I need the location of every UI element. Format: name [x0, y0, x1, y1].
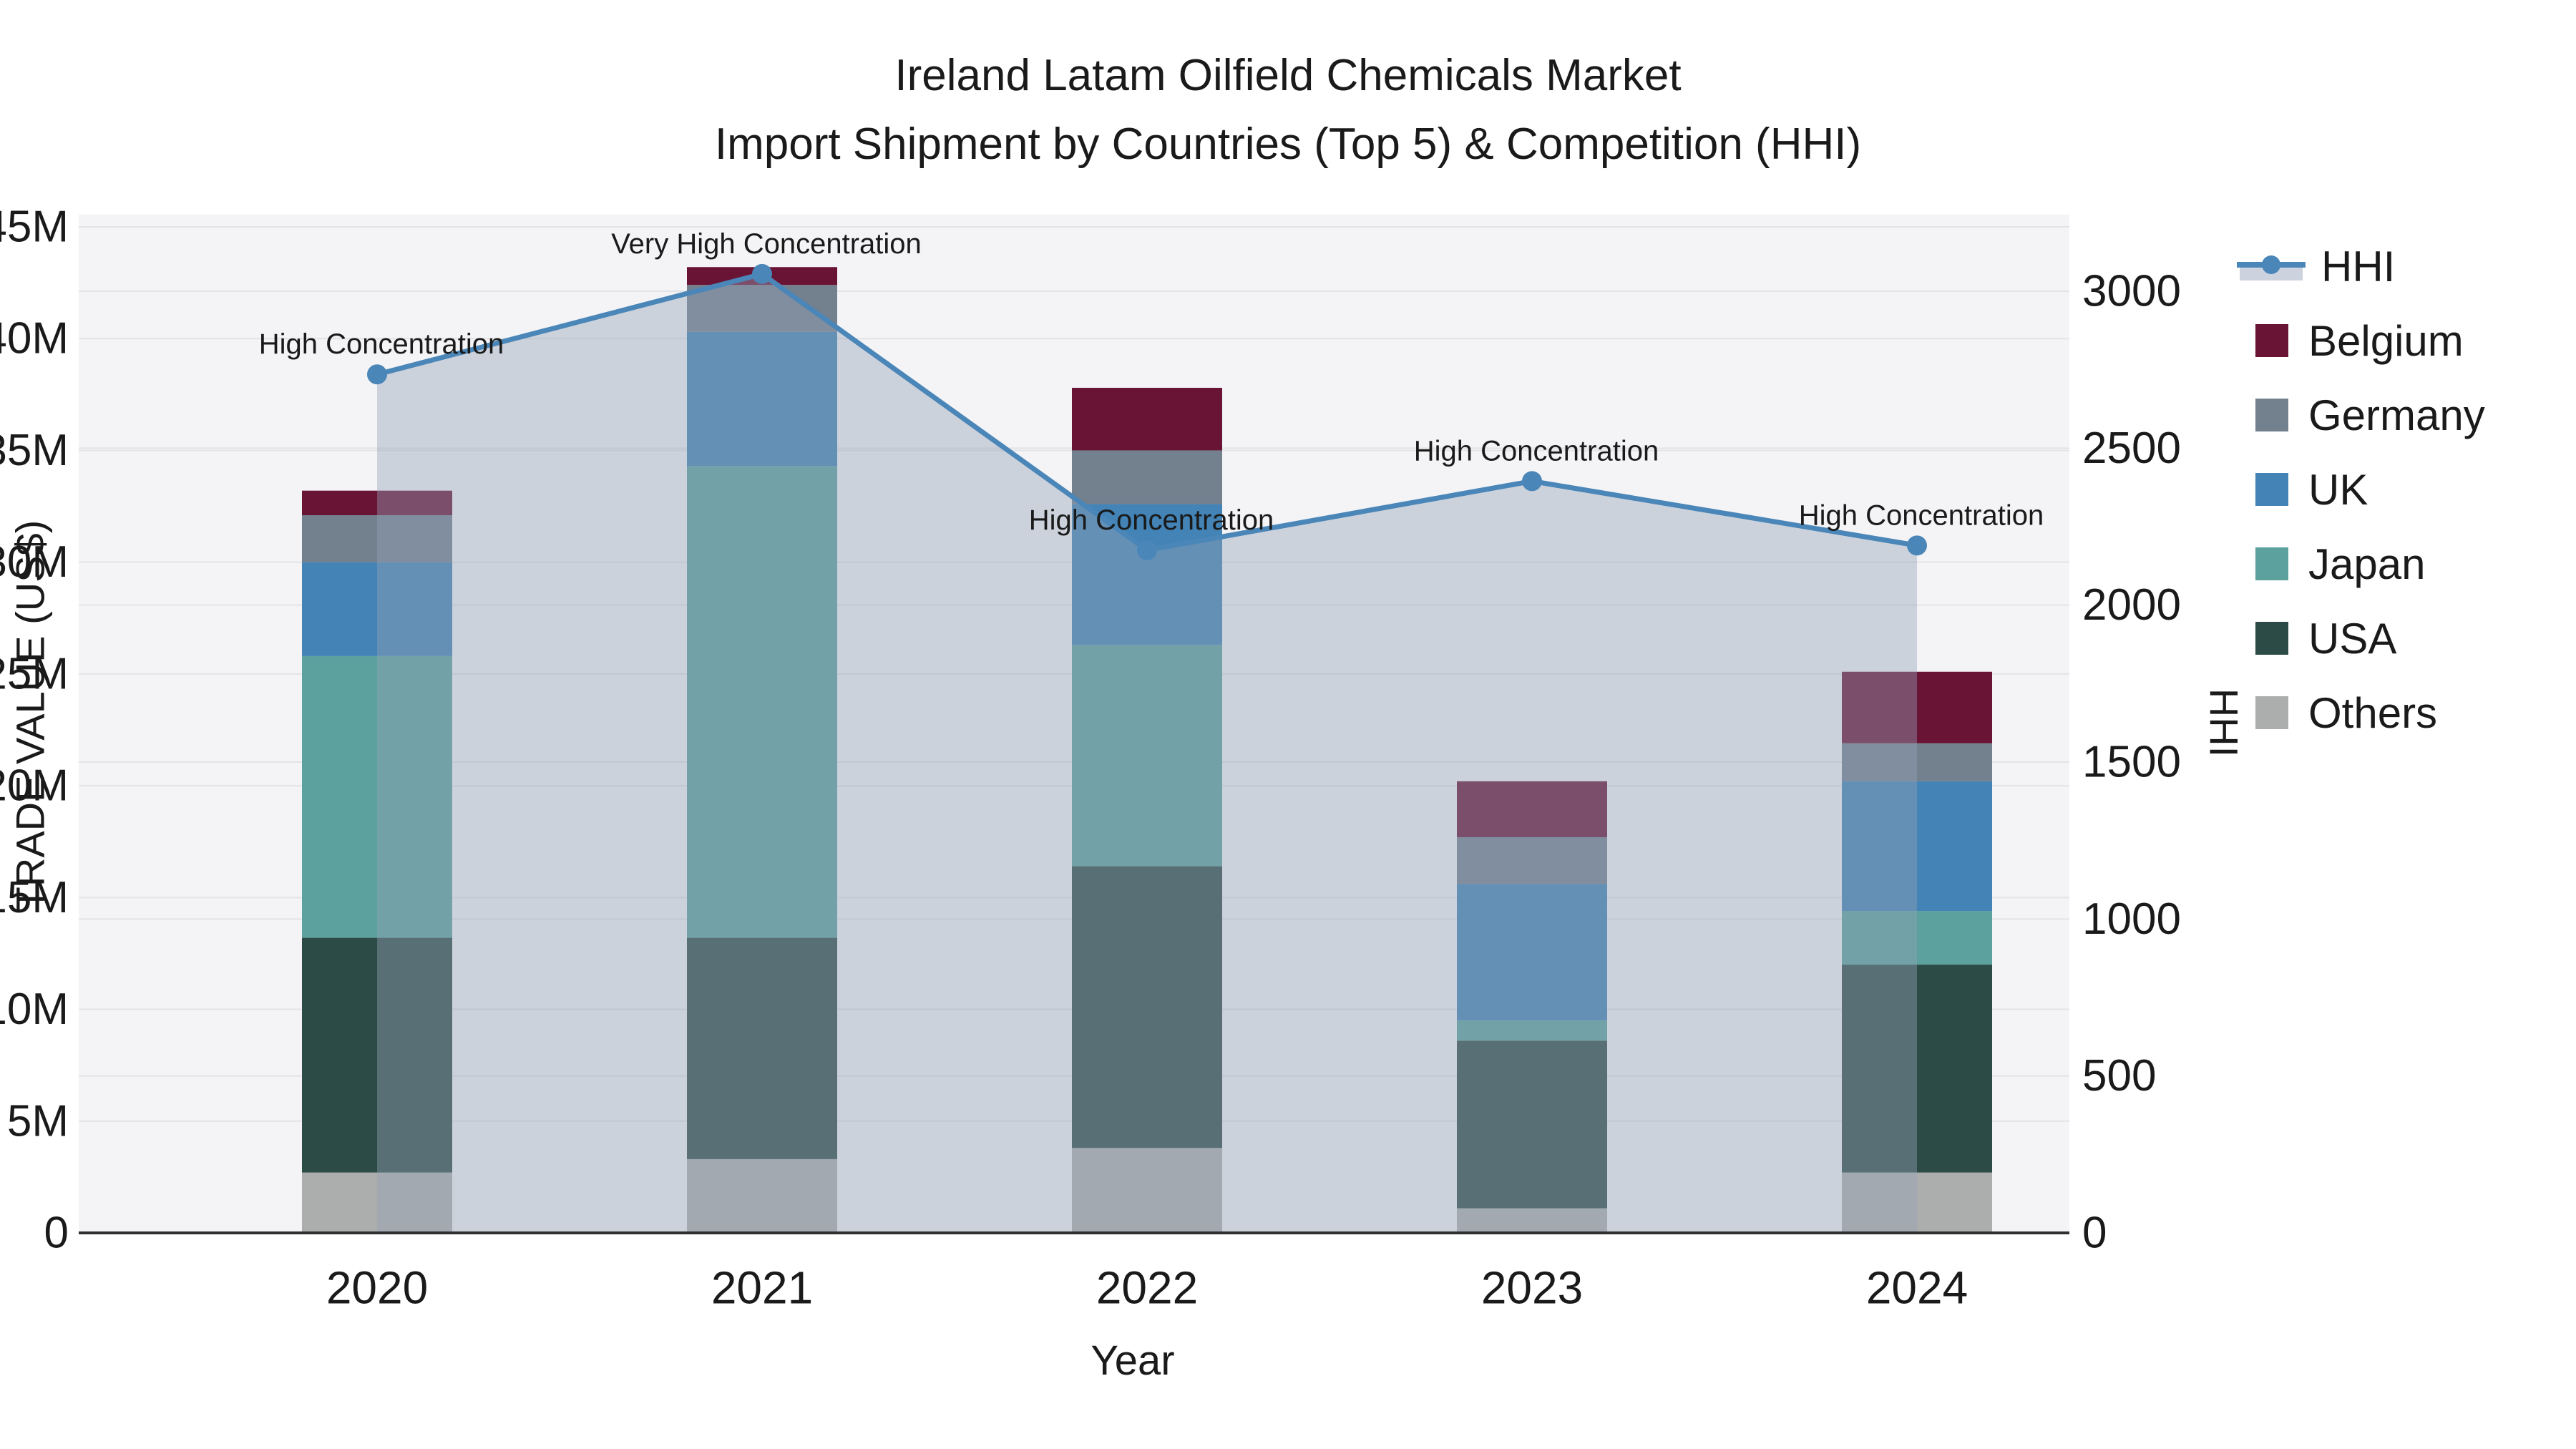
chart-title-line2: Import Shipment by Countries (Top 5) & C… [714, 119, 1862, 170]
bar-segment-uk-2020 [302, 562, 452, 656]
bar-segment-belgium-2023 [1457, 781, 1607, 837]
bar-segment-uk-2021 [687, 331, 837, 467]
bar-segment-others-2021 [687, 1158, 837, 1233]
legend-swatch-japan [2255, 547, 2288, 580]
bar-segment-others-2024 [1842, 1172, 1992, 1233]
annotation-2023: High Concentration [1414, 435, 1659, 467]
legend-label-japan: Japan [2308, 540, 2426, 588]
left-tick-30M: 30M [0, 537, 69, 587]
left-tick-0: 0 [44, 1209, 69, 1258]
left-tick-5M: 5M [7, 1096, 69, 1146]
legend-swatch-others [2255, 696, 2288, 729]
legend-swatch-uk [2255, 473, 2288, 506]
left-tick-40M: 40M [0, 314, 69, 364]
left-tick-45M: 45M [0, 203, 69, 252]
bar-segment-japan-2024 [1842, 911, 1992, 965]
legend-item-japan: Japan [2255, 527, 2485, 601]
legend-item-usa: USA [2255, 601, 2485, 675]
right-tick-3000: 3000 [2082, 267, 2181, 316]
legend-label-others: Others [2308, 688, 2438, 737]
bar-segment-germany-2024 [1842, 743, 1992, 781]
bar-segment-belgium-2024 [1842, 671, 1992, 743]
bar-segment-usa-2020 [302, 937, 452, 1173]
bar-segment-germany-2022 [1072, 450, 1222, 504]
annotation-2024: High Concentration [1799, 499, 2044, 531]
legend-swatch-germany [2255, 399, 2288, 431]
legend-item-hhi: HHI [2237, 229, 2485, 303]
legend-swatch-belgium [2255, 324, 2288, 357]
bar-segment-belgium-2022 [1072, 387, 1222, 451]
legend: HHI Belgium Germany UK Japan USA Others [2237, 229, 2485, 750]
bar-segment-japan-2022 [1072, 645, 1222, 867]
legend-item-others: Others [2255, 675, 2485, 750]
bar-segment-japan-2020 [302, 655, 452, 938]
legend-item-belgium: Belgium [2255, 303, 2485, 378]
right-tick-500: 500 [2082, 1051, 2156, 1101]
x-tick-2023: 2023 [1481, 1262, 1583, 1313]
chart-title-line1: Ireland Latam Oilfield Chemicals Market [894, 51, 1682, 100]
bar-segment-others-2022 [1072, 1148, 1222, 1233]
bar-segment-japan-2021 [687, 466, 837, 938]
bar-segment-others-2023 [1457, 1208, 1607, 1233]
bar-segment-uk-2023 [1457, 884, 1607, 1021]
bar-segment-usa-2022 [1072, 866, 1222, 1148]
bar-segment-germany-2023 [1457, 836, 1607, 884]
x-tick-2022: 2022 [1096, 1262, 1198, 1313]
annotation-2021: Very High Concentration [611, 228, 922, 260]
right-tick-2000: 2000 [2082, 580, 2181, 630]
x-tick-2020: 2020 [326, 1262, 428, 1313]
hhi-line-sample-icon [2237, 255, 2306, 280]
bar-segment-uk-2022 [1072, 504, 1222, 645]
legend-label-uk: UK [2308, 465, 2368, 514]
legend-label-germany: Germany [2308, 391, 2485, 439]
bar-segment-germany-2020 [302, 515, 452, 562]
right-tick-0: 0 [2082, 1209, 2107, 1258]
left-tick-10M: 10M [0, 985, 69, 1034]
bar-segment-usa-2023 [1457, 1040, 1607, 1209]
bar-segment-usa-2024 [1842, 965, 1992, 1173]
x-axis-title: Year [1091, 1337, 1175, 1384]
left-tick-15M: 15M [0, 873, 69, 922]
left-tick-35M: 35M [0, 426, 69, 475]
right-tick-1500: 1500 [2082, 738, 2181, 787]
hhi-marker-2021 [752, 263, 772, 284]
legend-label-usa: USA [2308, 614, 2397, 663]
hhi-marker-2022 [1137, 540, 1157, 560]
hhi-area-fill [377, 273, 1917, 1234]
x-tick-2024: 2024 [1866, 1262, 1968, 1313]
legend-item-uk: UK [2255, 452, 2485, 527]
right-tick-1000: 1000 [2082, 894, 2181, 944]
chart-title: Ireland Latam Oilfield Chemicals Market … [0, 42, 2576, 179]
x-tick-2021: 2021 [711, 1262, 813, 1313]
right-axis-title: HHI [2201, 688, 2247, 758]
legend-swatch-usa [2255, 622, 2288, 655]
hhi-marker-2020 [367, 364, 387, 385]
hhi-marker-2024 [1907, 535, 1927, 556]
bar-segment-belgium-2020 [302, 490, 452, 516]
left-tick-20M: 20M [0, 761, 69, 811]
left-axis-title: TRADE VALUE (US$) [7, 519, 53, 912]
bar-segment-japan-2023 [1457, 1020, 1607, 1041]
annotation-2020: High Concentration [259, 328, 504, 360]
legend-label-hhi: HHI [2321, 242, 2396, 291]
hhi-marker-2023 [1522, 471, 1542, 492]
legend-label-belgium: Belgium [2308, 316, 2464, 365]
bar-segment-uk-2024 [1842, 781, 1992, 912]
left-tick-25M: 25M [0, 649, 69, 698]
legend-item-germany: Germany [2255, 378, 2485, 452]
right-tick-2500: 2500 [2082, 424, 2181, 473]
bar-segment-others-2020 [302, 1172, 452, 1233]
annotation-2022: High Concentration [1029, 504, 1274, 536]
bar-segment-usa-2021 [687, 937, 837, 1159]
